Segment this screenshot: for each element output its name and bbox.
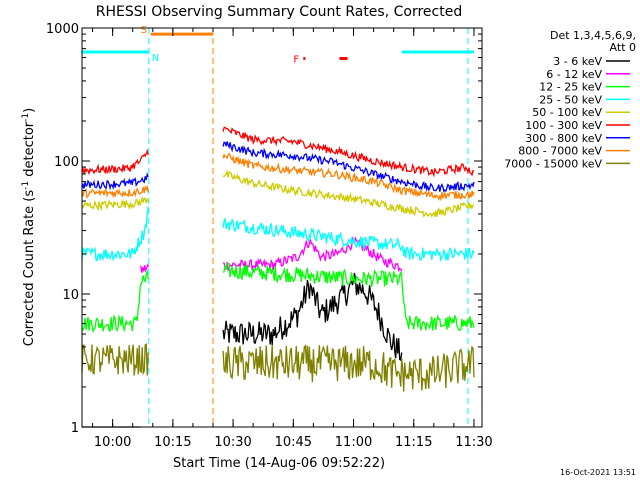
series-6-trace-2 <box>222 126 475 178</box>
y-tick-label-2: 10 <box>62 288 79 303</box>
legend-label-7: 300 - 800 keV <box>525 132 602 145</box>
series-1-trace-2 <box>222 272 403 362</box>
flag-S-label: S <box>141 25 147 36</box>
plot-area <box>81 28 475 428</box>
series-2 <box>140 236 403 274</box>
series-4 <box>81 206 475 262</box>
series-5 <box>81 169 475 218</box>
legend-label-3: 12 - 25 keV <box>539 81 602 94</box>
y-tick-label-4: 1000 <box>46 22 79 37</box>
legend-label-9: 7000 - 15000 keV <box>504 157 602 170</box>
series-7 <box>81 141 475 193</box>
series-6-trace-1 <box>81 148 149 176</box>
flag-N-label: N <box>152 53 159 64</box>
series-4-trace-1 <box>81 206 149 262</box>
series-3-trace-2 <box>222 262 475 331</box>
legend-label-5: 50 - 100 keV <box>532 106 602 119</box>
series-6 <box>81 126 475 178</box>
series-8-trace-1 <box>81 184 149 199</box>
x-axis-label: Start Time (14-Aug-06 09:52:22) <box>173 456 385 471</box>
series-9-trace-2 <box>222 344 475 392</box>
series-3-trace-1 <box>81 269 149 334</box>
x-tick-label-4: 10:45 <box>275 435 312 450</box>
legend-label-4: 25 - 50 keV <box>539 93 602 106</box>
legend-header-1: Det 1,3,4,5,6,9, <box>550 29 636 42</box>
y-label-sup2: -1 <box>21 113 31 122</box>
x-tick-label-6: 11:15 <box>395 435 432 450</box>
y-label-end: ) <box>22 108 37 113</box>
chart-title: RHESSI Observing Summary Count Rates, Co… <box>96 4 462 20</box>
legend-label-6: 100 - 300 keV <box>525 119 602 132</box>
legend-header-2: Att 0 <box>610 41 636 54</box>
y-tick-label-1: 1 <box>71 421 79 436</box>
series-5-trace-1 <box>81 196 149 212</box>
series-3 <box>81 262 475 334</box>
x-tick-label-7: 11:30 <box>455 435 492 450</box>
y-axis: 1 10 100 1000 <box>46 22 482 436</box>
x-tick-label-2: 10:15 <box>154 435 191 450</box>
y-tick-label-3: 100 <box>54 155 79 170</box>
series-9 <box>81 342 475 392</box>
footer-date: 16-Oct-2021 13:51 <box>560 468 636 477</box>
x-tick-label-3: 10:30 <box>214 435 251 450</box>
y-axis-label: Corrected Count Rate (s-1 detector-1) <box>21 108 37 346</box>
flag-F-label: F <box>293 54 299 65</box>
y-label-mid: detector <box>22 121 37 181</box>
plot-frame <box>81 27 483 428</box>
x-tick-label-1: 10:00 <box>94 435 131 450</box>
series-2-trace-1 <box>140 263 150 274</box>
legend-label-1: 3 - 6 keV <box>553 55 602 68</box>
flag-bars: S N F <box>82 25 474 65</box>
series-2-trace-2 <box>223 236 403 273</box>
y-label-sup1: -1 <box>21 181 31 190</box>
x-axis: 10:00 10:15 10:30 10:45 11:00 11:15 11:30 <box>92 28 493 450</box>
series-4-trace-2 <box>222 218 475 262</box>
series-5-trace-2 <box>222 169 475 218</box>
series-7-trace-2 <box>222 141 475 193</box>
series-8-trace-2 <box>222 152 475 202</box>
series-7-trace-1 <box>81 172 149 191</box>
series-8 <box>81 152 475 202</box>
x-tick-label-5: 11:00 <box>335 435 372 450</box>
y-label-base: Corrected Count Rate (s <box>22 190 37 347</box>
series-9-trace-1 <box>81 342 149 376</box>
legend-label-2: 6 - 12 keV <box>546 68 602 81</box>
legend-label-8: 800 - 7000 keV <box>518 145 602 158</box>
